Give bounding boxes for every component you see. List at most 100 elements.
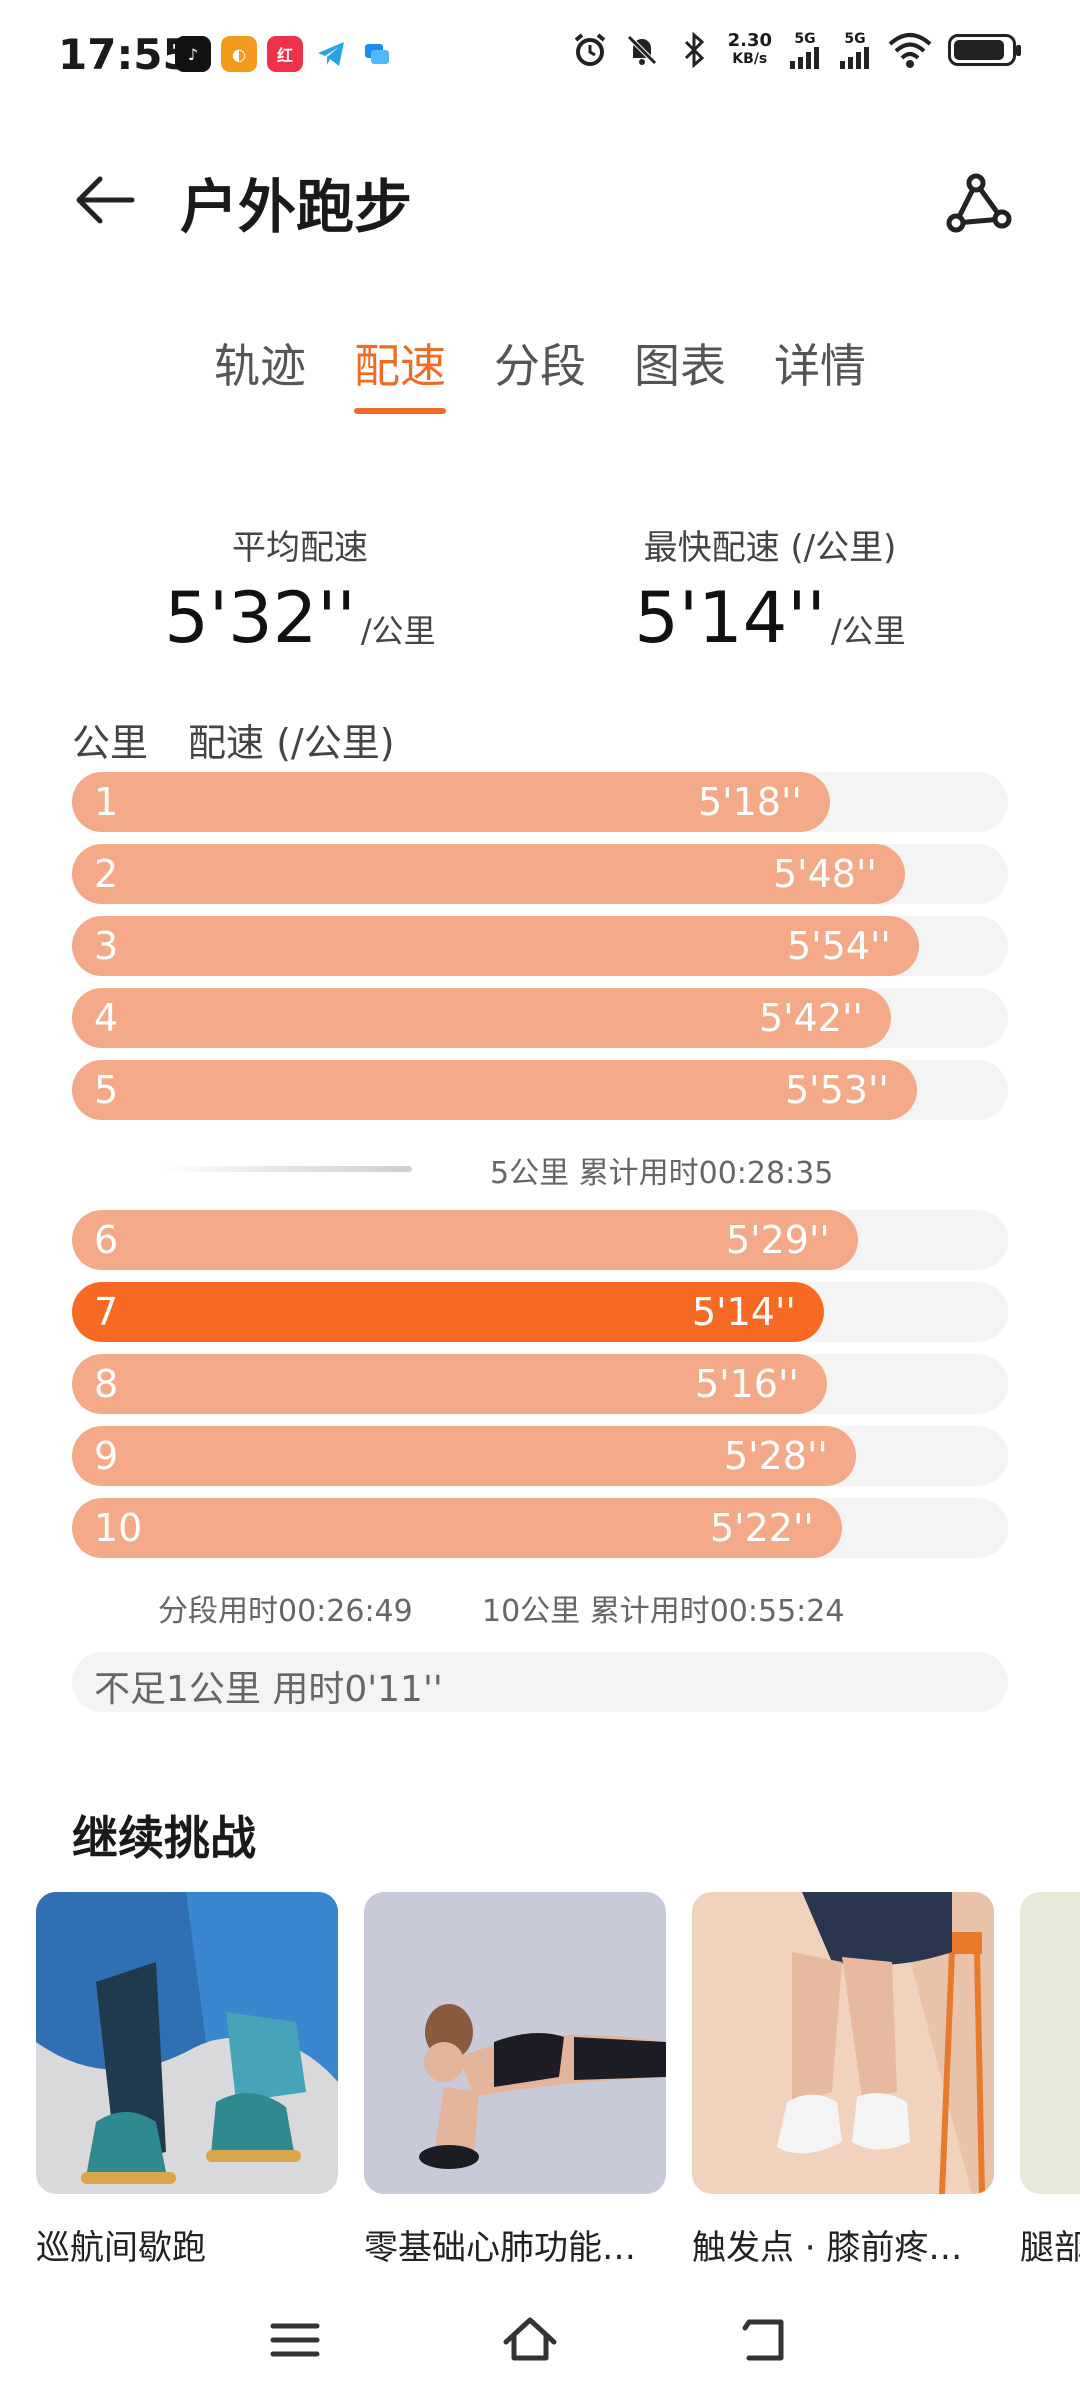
pace-bar bbox=[72, 916, 919, 976]
challenge-card[interactable]: 触发点 · 膝前疼… bbox=[692, 1892, 994, 2269]
pace-bar-row: 3 5'54'' bbox=[72, 916, 1008, 976]
tab-0[interactable]: 轨迹 bbox=[214, 339, 306, 393]
pace-bar bbox=[72, 1210, 858, 1270]
signal-bars-icon bbox=[790, 47, 819, 69]
message-icon bbox=[359, 36, 395, 72]
pace-value: 5'53'' bbox=[785, 1068, 889, 1112]
pace-value: 5'28'' bbox=[724, 1434, 828, 1478]
km-number: 4 bbox=[94, 996, 119, 1040]
pace-value: 5'18'' bbox=[698, 780, 802, 824]
tab-4[interactable]: 详情 bbox=[774, 339, 866, 393]
share-button[interactable] bbox=[942, 165, 1014, 237]
pace-bar-row: 4 5'42'' bbox=[72, 988, 1008, 1048]
challenge-cards: 巡航间歇跑 零基础心肺功能… bbox=[36, 1892, 1080, 2269]
pace-bar bbox=[72, 772, 830, 832]
challenge-card[interactable]: 巡航间歇跑 bbox=[36, 1892, 338, 2269]
pace-list-header: 公里 配速 (/公里) bbox=[72, 712, 395, 767]
challenge-card[interactable]: 零基础心肺功能… bbox=[364, 1892, 666, 2269]
km-number: 6 bbox=[94, 1218, 119, 1262]
wifi-icon bbox=[888, 30, 932, 70]
network-speed: 2.30 KB/s bbox=[727, 30, 772, 67]
system-nav-bar bbox=[0, 2290, 1080, 2380]
km-number: 1 bbox=[94, 780, 119, 824]
cumulative-time-5km: 5公里 累计用时00:28:35 bbox=[490, 1156, 834, 1191]
telegram-icon bbox=[313, 36, 349, 72]
km-number: 3 bbox=[94, 924, 119, 968]
pace-value: 5'42'' bbox=[759, 996, 863, 1040]
card-label: 零基础心肺功能… bbox=[364, 2228, 636, 2268]
signal-bars-icon bbox=[840, 47, 869, 69]
app-orange-icon: ◐ bbox=[221, 36, 257, 72]
page-title: 户外跑步 bbox=[180, 173, 413, 241]
km-number: 9 bbox=[94, 1434, 119, 1478]
tab-1[interactable]: 配速 bbox=[354, 330, 446, 414]
card-label: 触发点 · 膝前疼… bbox=[692, 2228, 963, 2268]
status-right: 2.30 KB/s 5G 5G bbox=[572, 30, 1021, 70]
pace-bar bbox=[72, 1060, 917, 1120]
fastest-pace-label: 最快配速 (/公里) bbox=[643, 528, 897, 568]
pace-value: 5'22'' bbox=[710, 1506, 814, 1550]
pace-bar-row: 10 5'22'' bbox=[72, 1498, 1008, 1558]
segment-time: 分段用时00:26:49 bbox=[158, 1594, 413, 1629]
avg-pace-unit: /公里 bbox=[360, 612, 436, 650]
pace-bar-list: 1 5'18'' 2 5'48'' 3 5'54'' 4 5'42'' 5 5'53'' 5公里 累… bbox=[72, 772, 1008, 1712]
return-icon bbox=[742, 2319, 784, 2361]
pace-bar bbox=[72, 1426, 856, 1486]
pace-bar-row: 1 5'18'' bbox=[72, 772, 1008, 832]
menu-button[interactable] bbox=[265, 2310, 325, 2370]
split-summary-10km: 分段用时00:26:49 10公里 累计用时00:55:24 bbox=[72, 1570, 1008, 1648]
avg-pace-value: 5'32'' bbox=[164, 577, 356, 659]
avg-pace-label: 平均配速 bbox=[232, 528, 368, 568]
alarm-icon bbox=[572, 30, 608, 70]
tab-bar: 轨迹 配速 分段 图表 详情 bbox=[0, 330, 1080, 414]
pace-bar-row: 8 5'16'' bbox=[72, 1354, 1008, 1414]
pace-bar bbox=[72, 1498, 842, 1558]
pace-bar-row: 6 5'29'' bbox=[72, 1210, 1008, 1270]
challenge-card[interactable]: 腿部 bbox=[1020, 1892, 1080, 2269]
pace-bar-row: 7 5'14'' bbox=[72, 1282, 1008, 1342]
arrow-left-icon bbox=[76, 176, 135, 224]
menu-icon bbox=[270, 2323, 320, 2357]
split-divider bbox=[162, 1166, 412, 1172]
challenge-title: 继续挑战 bbox=[72, 1811, 256, 1865]
km-number: 2 bbox=[94, 852, 119, 896]
pace-value: 5'48'' bbox=[773, 852, 877, 896]
pace-value: 5'29'' bbox=[726, 1218, 830, 1262]
tab-2[interactable]: 分段 bbox=[494, 339, 586, 393]
share-nodes-icon bbox=[946, 173, 1012, 233]
pace-bar bbox=[72, 844, 905, 904]
tab-3[interactable]: 图表 bbox=[634, 339, 726, 393]
km-number: 7 bbox=[94, 1290, 119, 1334]
back-button[interactable] bbox=[70, 165, 140, 235]
pace-bar bbox=[72, 1354, 827, 1414]
fastest-pace-value: 5'14'' bbox=[634, 577, 826, 659]
pace-bar bbox=[72, 1282, 824, 1342]
km-number: 5 bbox=[94, 1068, 119, 1112]
xiaohongshu-icon: 红 bbox=[267, 36, 303, 72]
remaining-distance-label: 不足1公里 用时0'11'' bbox=[94, 1669, 443, 1710]
home-button[interactable] bbox=[500, 2310, 560, 2370]
avg-pace-stat: 平均配速 5'32'' /公里 bbox=[110, 520, 490, 659]
status-app-icons: ♪ ◐ 红 bbox=[175, 36, 395, 72]
battery-icon bbox=[948, 34, 1021, 66]
pace-column-label: 配速 (/公里) bbox=[188, 721, 395, 765]
status-bar: 17:55 ♪ ◐ 红 2.30 KB/s 5G 5G bbox=[0, 0, 1080, 110]
pace-bar-row: 9 5'28'' bbox=[72, 1426, 1008, 1486]
douyin-icon: ♪ bbox=[175, 36, 211, 72]
card-image-running-shoes bbox=[36, 1892, 338, 2194]
km-column-label: 公里 bbox=[72, 721, 149, 765]
signal-1: 5G bbox=[788, 31, 822, 69]
remaining-distance-row: 不足1公里 用时0'11'' bbox=[72, 1652, 1008, 1712]
pace-bar bbox=[72, 988, 891, 1048]
pace-bar-row: 5 5'53'' bbox=[72, 1060, 1008, 1120]
remaining-track bbox=[72, 1652, 1008, 1712]
cumulative-time-10km: 10公里 累计用时00:55:24 bbox=[482, 1594, 845, 1629]
mute-bell-icon bbox=[624, 30, 660, 70]
km-number: 10 bbox=[94, 1506, 143, 1550]
card-label: 巡航间歇跑 bbox=[36, 2228, 206, 2268]
fastest-pace-unit: /公里 bbox=[830, 612, 906, 650]
status-time: 17:55 bbox=[58, 30, 192, 79]
back-nav-button[interactable] bbox=[735, 2310, 795, 2370]
pace-bar-row: 2 5'48'' bbox=[72, 844, 1008, 904]
bluetooth-icon bbox=[676, 30, 712, 70]
